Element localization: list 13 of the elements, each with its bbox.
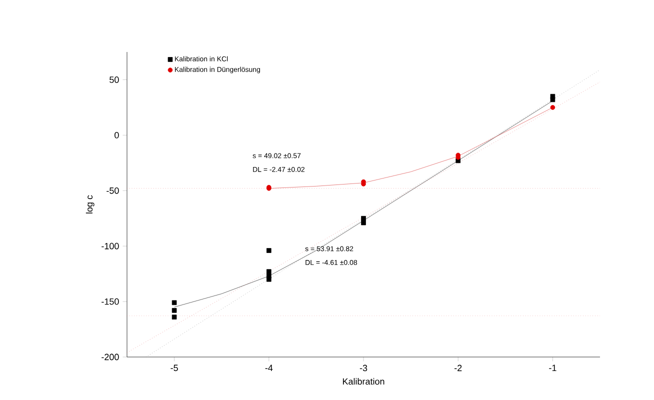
y-tick-label: -200 bbox=[102, 354, 119, 360]
x-tick-label: -5 bbox=[170, 364, 178, 372]
y-tick-label: -50 bbox=[106, 187, 119, 194]
y-tick-label: -150 bbox=[102, 298, 119, 305]
y-tick-label: 0 bbox=[114, 132, 119, 138]
y-tick-label: 50 bbox=[110, 76, 119, 83]
y-tick-label: -100 bbox=[102, 242, 119, 250]
x-tick-label: -1 bbox=[549, 364, 556, 371]
x-tick-label: -2 bbox=[454, 364, 462, 372]
x-axis-title: Kalibration bbox=[342, 378, 384, 385]
y-axis-title: log c bbox=[86, 195, 94, 214]
x-tick-label: -3 bbox=[360, 364, 368, 372]
x-tick-label: -4 bbox=[265, 364, 273, 371]
